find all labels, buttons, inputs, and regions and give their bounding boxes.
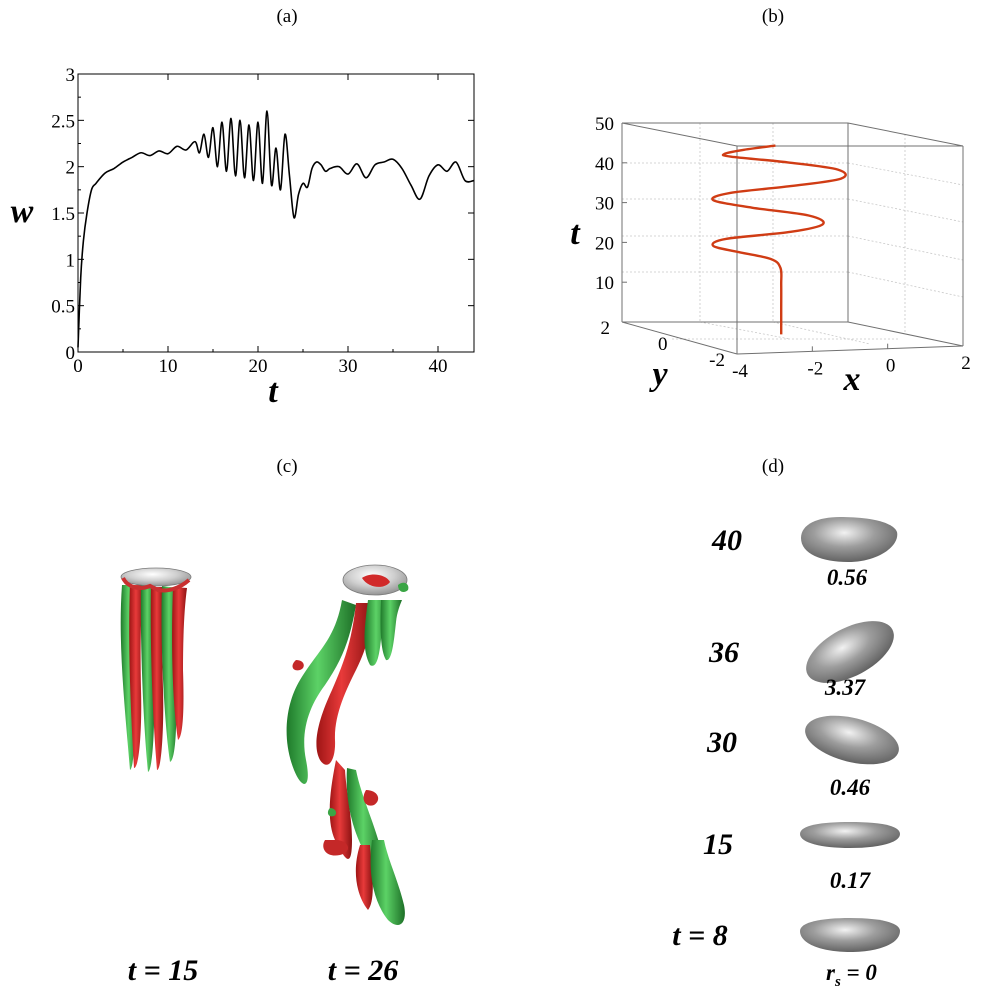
chart-a-xtick-label: 40 <box>429 356 448 377</box>
time-label-15: 15 <box>703 828 733 861</box>
panel-d-body-shapes: 40 0.56 36 3.37 30 0.46 15 0.17 <box>672 517 900 990</box>
chart-b-xtick-label: 2 <box>961 353 971 374</box>
shape-row-15: 15 0.17 <box>703 822 900 893</box>
panel-c-label-t15: t = 15 <box>128 954 198 987</box>
chart-a-frame <box>77 73 475 353</box>
ratio-label-15: 0.17 <box>830 868 872 893</box>
chart-a-xtick-label: 30 <box>339 356 358 377</box>
chart-a-ytick-label: 3 <box>66 65 76 86</box>
ratio-label-30: 0.46 <box>830 775 871 800</box>
chart-b-xtick-label: 0 <box>886 356 896 377</box>
chart-b-ztick-label: 50 <box>595 114 614 135</box>
time-label-36: 36 <box>708 636 739 669</box>
panel-label-c: (c) <box>276 456 297 477</box>
time-label-8: t = 8 <box>672 919 727 952</box>
shape-row-40: 40 0.56 <box>711 517 898 590</box>
chart-a-ytick-label: 0.5 <box>51 297 75 318</box>
panel-c-label-t26: t = 26 <box>328 954 398 987</box>
chart-b-trajectory <box>711 144 847 335</box>
chart-a-xtick-label: 0 <box>73 356 83 377</box>
chart-b-xtick-label: -2 <box>807 358 823 379</box>
ratio-label-8: rs = 0 <box>826 960 877 990</box>
chart-a-xlabel: t <box>268 373 279 410</box>
chart-b-ytick-label: -2 <box>709 350 725 371</box>
chart-b-box <box>621 122 964 355</box>
chart-b-ytick-label: 0 <box>658 334 668 355</box>
chart-a-ylabel: w <box>11 193 34 230</box>
chart-b-ztick-label: 10 <box>595 273 614 294</box>
chart-a-ytick-label: 1.5 <box>51 204 75 225</box>
body-shape-15 <box>800 822 900 848</box>
wake-t15 <box>120 567 192 772</box>
time-label-30: 30 <box>706 726 737 759</box>
chart-b-zlabel: t <box>570 215 581 252</box>
chart-a-ytick-label: 2.5 <box>51 111 75 132</box>
shape-row-36: 36 3.37 <box>708 621 894 700</box>
panel-label-d: (d) <box>762 456 784 477</box>
body-shape-8 <box>800 918 900 952</box>
shape-row-30: 30 0.46 <box>706 715 899 800</box>
wake-t26 <box>286 564 409 925</box>
time-label-40: 40 <box>711 524 742 557</box>
chart-b-ytick-label: 2 <box>601 318 611 339</box>
ratio-label-36: 3.37 <box>824 675 867 700</box>
body-shape-40 <box>801 517 898 562</box>
chart-a-xtick-label: 10 <box>159 356 178 377</box>
chart-a-ytick-label: 2 <box>66 158 76 179</box>
panel-label-a: (a) <box>276 6 297 27</box>
chart-b-frame <box>621 122 964 355</box>
chart-a-series-line <box>77 110 475 348</box>
chart-a-ytick-label: 0 <box>66 343 76 364</box>
chart-a-ytick-label: 1 <box>66 250 76 271</box>
chart-b-xtick-label: -4 <box>732 361 748 382</box>
panel-label-b: (b) <box>762 6 784 27</box>
chart-b-grid <box>622 123 964 345</box>
body-shape-30 <box>805 715 899 765</box>
body-shape-36 <box>806 621 894 683</box>
chart-a-xtick-label: 20 <box>249 356 268 377</box>
shape-row-8: t = 8 rs = 0 <box>672 918 900 990</box>
chart-b-ztick-label: 30 <box>595 194 614 215</box>
body-t15 <box>120 567 192 587</box>
panel-c-vortex-structures: t = 15 t = 26 <box>120 564 409 987</box>
chart-b-ztick-label: 40 <box>595 154 614 175</box>
chart-b-xlabel: x <box>843 361 861 398</box>
ratio-label-40: 0.56 <box>827 565 868 590</box>
chart-b-ztick-label: 20 <box>595 233 614 254</box>
chart-a: 0 10 20 30 40 0 0.5 1 1.5 2 2.5 3 t w <box>11 65 475 410</box>
chart-b-ylabel: y <box>648 356 668 393</box>
